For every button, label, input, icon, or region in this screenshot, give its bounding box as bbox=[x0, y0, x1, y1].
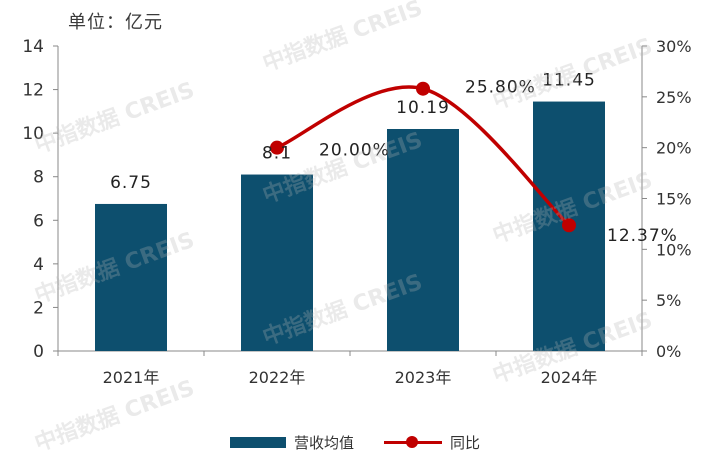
line-point-3 bbox=[416, 81, 430, 96]
x-tick-label: 2022年 bbox=[249, 368, 306, 387]
bar-2 bbox=[241, 174, 313, 351]
bar-data-label: 6.75 bbox=[110, 173, 152, 193]
legend-line-label: 同比 bbox=[450, 433, 481, 452]
legend-item-line: 同比 bbox=[384, 432, 480, 453]
y-left-tick-label: 8 bbox=[33, 168, 44, 188]
line-data-label: 20.00% bbox=[319, 141, 390, 161]
legend-item-bar: 营收均值 bbox=[230, 432, 354, 453]
y-left-tick-label: 12 bbox=[22, 81, 44, 101]
y-left-tick-label: 4 bbox=[33, 255, 44, 275]
line-point-4 bbox=[562, 218, 576, 233]
y-right-tick-label: 30% bbox=[656, 37, 692, 56]
legend-bar-swatch bbox=[230, 436, 286, 448]
bar-3 bbox=[387, 129, 459, 351]
bar-data-label: 8.1 bbox=[262, 144, 292, 164]
line-data-label: 25.80% bbox=[465, 78, 536, 98]
unit-label: 单位：亿元 bbox=[68, 12, 163, 33]
y-right-tick-label: 0% bbox=[656, 342, 681, 361]
y-right-tick-label: 10% bbox=[656, 240, 692, 259]
bar-data-label: 10.19 bbox=[396, 98, 450, 118]
y-left-tick-label: 6 bbox=[33, 211, 44, 231]
bar-data-label: 11.45 bbox=[542, 71, 596, 91]
x-tick-label: 2023年 bbox=[395, 368, 452, 387]
y-left-tick-label: 10 bbox=[22, 124, 44, 144]
bar-1 bbox=[95, 203, 167, 351]
legend: 营收均值 同比 bbox=[230, 430, 510, 454]
legend-line-swatch bbox=[384, 436, 443, 448]
x-tick-label: 2024年 bbox=[541, 368, 598, 387]
x-tick-label: 2021年 bbox=[103, 368, 160, 387]
y-left-tick-label: 2 bbox=[33, 298, 44, 318]
y-right-tick-label: 25% bbox=[656, 88, 692, 107]
y-right-tick-label: 5% bbox=[656, 291, 681, 310]
y-right-tick-label: 20% bbox=[656, 139, 692, 158]
line-data-label: 12.37% bbox=[607, 226, 678, 246]
y-left-tick-label: 0 bbox=[33, 342, 44, 362]
line-point-2 bbox=[270, 140, 284, 155]
y-right-tick-label: 15% bbox=[656, 190, 692, 209]
legend-bar-label: 营收均值 bbox=[294, 433, 355, 452]
y-left-tick-label: 14 bbox=[22, 37, 44, 57]
